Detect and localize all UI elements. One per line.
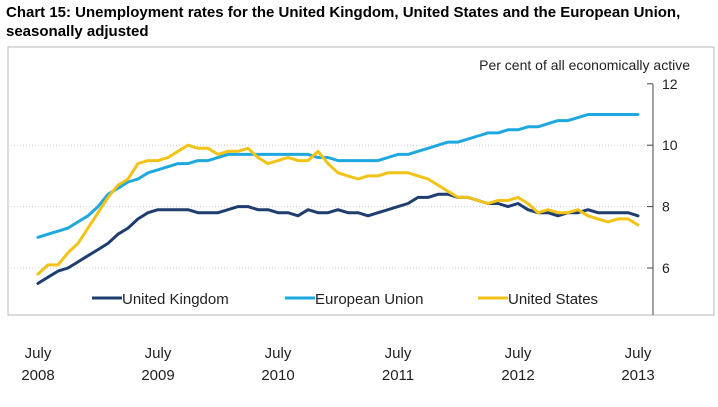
x-tick-label-year: 2010 xyxy=(261,367,294,384)
x-tick-label-year: 2008 xyxy=(21,367,54,384)
series-lines xyxy=(36,113,640,285)
x-tick-label-year: 2011 xyxy=(382,367,414,384)
series-line-european-union xyxy=(36,113,640,239)
series-line-united-kingdom xyxy=(36,192,640,285)
legend: United Kingdom European Union United State… xyxy=(92,291,598,308)
x-tick-label-month: July xyxy=(25,345,52,362)
x-tick-label-month: July xyxy=(385,345,412,362)
plot-frame xyxy=(7,46,715,316)
y-tick-label-10: 10 xyxy=(662,137,678,153)
x-axis-tick-labels: July 2008 July 2009 July 2010 July 2011 July 2012… xyxy=(21,345,654,384)
chart-title: Chart 15: Unemployment rates for the Uni… xyxy=(6,4,681,40)
x-tick-label-month: July xyxy=(265,345,292,362)
x-tick-label-month: July xyxy=(505,345,532,362)
legend-label-european-union: European Union xyxy=(315,291,423,308)
y-tick-label-8: 8 xyxy=(662,199,670,215)
y-axis: 6 8 10 12 xyxy=(647,76,678,315)
x-tick-label-year: 2012 xyxy=(501,367,534,384)
x-tick-label-month: July xyxy=(145,345,172,362)
series-line-united-states xyxy=(36,143,640,276)
y-axis-label: Per cent of all economically active xyxy=(479,57,690,73)
x-tick-label-year: 2013 xyxy=(621,367,654,384)
x-tick-label-month: July xyxy=(625,345,652,362)
x-tick-label-year: 2009 xyxy=(141,367,174,384)
y-tick-label-12: 12 xyxy=(662,76,678,92)
y-tick-label-6: 6 xyxy=(662,260,670,276)
legend-label-united-states: United States xyxy=(508,291,598,308)
gridlines xyxy=(8,144,653,269)
legend-label-united-kingdom: United Kingdom xyxy=(122,291,229,308)
